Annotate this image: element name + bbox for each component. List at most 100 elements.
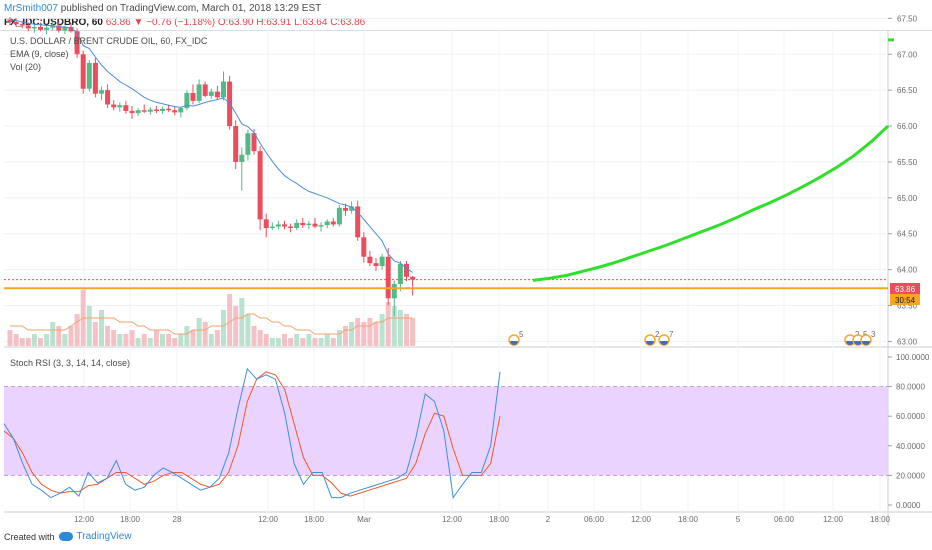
stoch-rsi-band (4, 386, 888, 476)
volume-bar (336, 330, 342, 346)
volume-bar (324, 334, 330, 346)
candle-body (233, 126, 239, 162)
candle-body (178, 108, 184, 113)
ema-line (9, 19, 413, 273)
rsi-tick-label: 60.0000 (896, 412, 925, 421)
volume-bar (294, 334, 300, 346)
price-tick-label: 67.50 (897, 14, 918, 23)
price-change: −0.76 (−1.18%) (146, 17, 216, 28)
candle-body (7, 19, 13, 22)
volume-legend[interactable]: Vol (20) (10, 62, 41, 72)
volume-bar (355, 318, 361, 346)
volume-bar (111, 330, 117, 346)
event-marker-count: 2 (655, 330, 660, 339)
chart-header: MrSmith007 published on TradingView.com,… (4, 2, 924, 30)
volume-bar (117, 334, 123, 346)
author-link[interactable]: MrSmith007 (4, 3, 58, 14)
volume-bar (269, 338, 275, 346)
volume-bar (196, 318, 202, 346)
price-tick-label: 64.00 (897, 266, 918, 275)
candle-body (202, 84, 208, 96)
candle-body (92, 62, 98, 94)
volume-bar (306, 334, 312, 346)
time-tick-label: 18:00 (678, 515, 699, 524)
level-badge (890, 294, 920, 305)
event-flag-icon-fill (646, 341, 654, 345)
candle-body (19, 24, 25, 26)
forecast-line (532, 124, 890, 282)
candle-body (379, 256, 385, 267)
candle-body (196, 84, 202, 101)
candle-body (288, 226, 294, 228)
price-tick-label: 65.00 (897, 194, 918, 203)
tradingview-brand[interactable]: TradingView (76, 531, 132, 542)
volume-bar (202, 322, 208, 346)
candle-body (336, 207, 342, 225)
volume-bar (105, 326, 111, 346)
candle-body (190, 93, 196, 101)
stoch-rsi-k-line (3, 367, 501, 499)
price-tick-label: 66.50 (897, 86, 918, 95)
candle-body (300, 222, 306, 226)
volume-bar (184, 326, 190, 346)
candle-body (282, 224, 287, 227)
header-divider (0, 30, 932, 31)
candle-body (117, 105, 123, 108)
volume-bar (404, 314, 409, 346)
volume-bar (172, 338, 178, 346)
candle-body (397, 263, 403, 284)
down-arrow-icon: ▼ (133, 17, 144, 28)
candle-body (38, 26, 43, 30)
volume-bar (38, 338, 43, 346)
volume-bar (227, 294, 233, 346)
event-marker-count: 5 (519, 330, 524, 339)
candle-body (105, 90, 111, 105)
event-marker-count: 3 (871, 330, 876, 339)
volume-bar (318, 338, 324, 346)
volume-bar (208, 334, 214, 346)
candle-body (373, 263, 379, 267)
created-with-text: Created with (4, 531, 55, 542)
time-tick-label: 5 (736, 515, 741, 524)
time-tick-label: 18:00 (120, 515, 141, 524)
candle-body (306, 223, 312, 226)
volume-bar (190, 330, 196, 346)
volume-bar (92, 322, 98, 346)
candle-body (68, 26, 74, 32)
volume-bar (44, 334, 50, 346)
volume-bar (129, 330, 135, 346)
candle-body (25, 25, 31, 29)
symbol-label[interactable]: FX_IDC:USDBRO, 60 (4, 17, 103, 28)
candle-body (99, 90, 104, 94)
ema-legend[interactable]: EMA (9, close) (10, 49, 69, 59)
volume-bar (86, 306, 92, 346)
time-tick-label: 12:00 (258, 515, 279, 524)
volume-bar (239, 298, 245, 346)
volume-bars (7, 290, 416, 346)
volume-bar (123, 334, 129, 346)
candle-body (135, 110, 141, 114)
volume-bar (178, 334, 184, 346)
publish-line: MrSmith007 published on TradingView.com,… (4, 2, 924, 16)
chart-title: U.S. DOLLAR / BRENT CRUDE OIL, 60, FX_ID… (10, 36, 208, 46)
rsi-tick-label: 40.0000 (896, 442, 925, 451)
volume-bar (221, 310, 226, 346)
time-tick-label: Mar (357, 515, 371, 524)
candle-body (367, 256, 373, 264)
tradingview-logo-icon (58, 532, 73, 541)
candle-body (86, 62, 92, 89)
volume-bar (379, 314, 385, 346)
stoch-rsi-legend[interactable]: Stoch RSI (3, 3, 14, 14, close) (10, 358, 130, 368)
candle-body (275, 224, 281, 227)
candle-body (31, 26, 37, 29)
candle-body (160, 108, 165, 111)
time-tick-label: 18:00 (304, 515, 325, 524)
volume-bar (391, 306, 397, 346)
volume-bar (312, 338, 318, 346)
volume-bar (160, 334, 165, 346)
volume-bar (25, 338, 31, 346)
level-badge-text: 30:54 (895, 296, 916, 305)
candle-body (44, 27, 50, 30)
event-flag-icon-fill (660, 341, 668, 345)
